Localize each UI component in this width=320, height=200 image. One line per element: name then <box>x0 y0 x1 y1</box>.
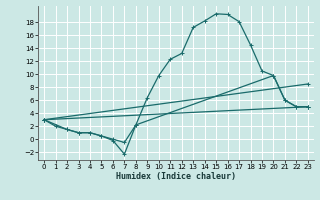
X-axis label: Humidex (Indice chaleur): Humidex (Indice chaleur) <box>116 172 236 181</box>
